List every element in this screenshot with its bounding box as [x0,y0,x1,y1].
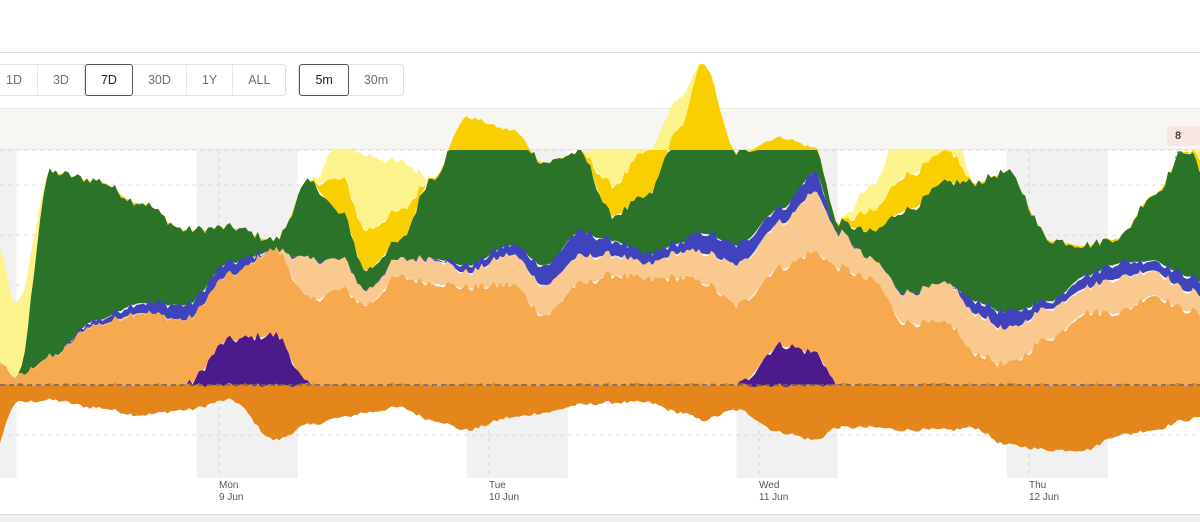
interval-button-5m[interactable]: 5m [299,64,349,96]
x-tick-date-3: 12 Jun [1029,492,1059,503]
series-area-2 [0,246,1200,387]
x-tick-day-1: Tue [489,480,506,491]
range-button-7d[interactable]: 7D [84,64,133,96]
header-area [0,0,1200,53]
x-tick-day-0: Mon [219,480,238,491]
series-area-0 [0,382,1200,452]
range-button-group: 1D 3D 7D 30D 1Y ALL [0,64,287,96]
chart-header-strip [0,108,1200,150]
series-area-5 [0,150,1200,379]
range-button-all[interactable]: ALL [248,73,271,87]
range-button-1y[interactable]: 1Y [187,65,234,95]
interval-button-30m[interactable]: 30m [363,73,389,87]
bottom-rule [0,514,1200,522]
stacked-areas [0,63,1200,452]
x-tick-date-2: 11 Jun [759,492,788,503]
x-tick-day-2: Wed [759,480,779,491]
toolbar: 1D 3D 7D 30D 1Y ALL 5m 30m [0,64,405,96]
range-button-3d[interactable]: 3D [38,65,85,95]
x-tick-date-1: 10 Jun [489,492,519,503]
series-area-1 [0,331,1200,412]
range-button-1d[interactable]: 1D [0,65,38,95]
x-tick-day-3: Thu [1029,480,1046,491]
interval-button-group: 5m 30m [298,64,405,96]
x-tick-date-0: 9 Jun [219,492,243,503]
range-button-30d[interactable]: 30D [133,65,187,95]
